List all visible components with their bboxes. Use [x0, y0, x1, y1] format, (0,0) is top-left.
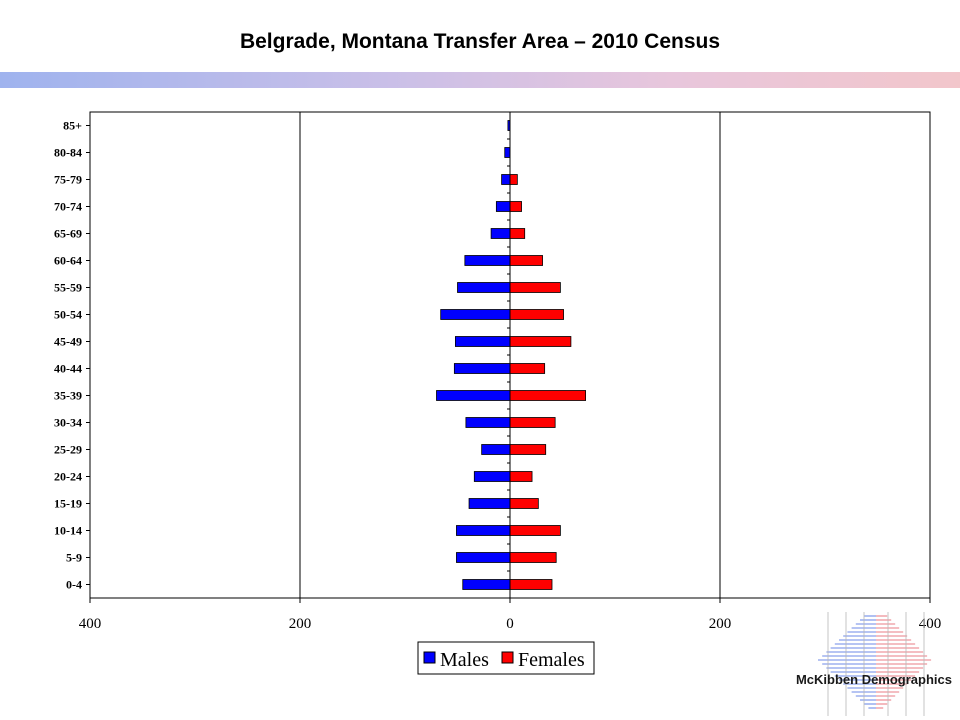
- bar-males-20-24: [473, 471, 511, 482]
- age-label-80-84: 80-84: [54, 146, 82, 160]
- bar-females-0-4: [509, 579, 553, 590]
- center-axis: [86, 111, 511, 599]
- bar-males-25-29: [481, 444, 511, 455]
- bar-males-30-34: [465, 417, 511, 428]
- bar-males-80-84: [504, 147, 511, 158]
- age-label-0-4: 0-4: [66, 578, 82, 592]
- bar-females-10-14: [509, 525, 561, 536]
- legend: Males Females: [417, 641, 595, 675]
- bar-males-75-79: [501, 174, 511, 185]
- bar-females-70-74: [509, 201, 522, 212]
- x-tick-label-2: 0: [506, 616, 514, 632]
- age-label-50-54: 50-54: [54, 308, 82, 322]
- bar-females-30-34: [509, 417, 556, 428]
- bar-females-5-9: [509, 552, 557, 563]
- legend-swatch-males: [423, 651, 436, 664]
- bar-males-10-14: [456, 525, 511, 536]
- age-label-75-79: 75-79: [54, 173, 82, 187]
- age-label-5-9: 5-9: [66, 551, 82, 565]
- page-title: Belgrade, Montana Transfer Area – 2010 C…: [239, 30, 721, 53]
- bar-females-40-44: [509, 363, 546, 374]
- bar-females-35-39: [509, 390, 586, 401]
- age-label-45-49: 45-49: [54, 335, 82, 349]
- x-tick-label-3: 200: [709, 616, 732, 632]
- age-label-65-69: 65-69: [54, 227, 82, 241]
- header-gradient-band: [0, 72, 960, 88]
- bar-males-15-19: [468, 498, 511, 509]
- legend-label-males: Males: [440, 649, 489, 671]
- x-tick-label-1: 200: [289, 616, 312, 632]
- age-label-25-29: 25-29: [54, 443, 82, 457]
- bar-females-50-54: [509, 309, 564, 320]
- bar-females-20-24: [509, 471, 533, 482]
- age-label-70-74: 70-74: [54, 200, 82, 214]
- bar-males-0-4: [462, 579, 511, 590]
- age-group-labels: 0-4 5-9 10-14 15-19 20-24 25-29 30-34 35-39 40-4…: [54, 119, 82, 592]
- brand-label: McKibben Demographics: [795, 672, 952, 687]
- bar-females-45-49: [509, 336, 572, 347]
- age-label-40-44: 40-44: [54, 362, 82, 376]
- age-label-15-19: 15-19: [54, 497, 82, 511]
- legend-swatch-females: [501, 651, 514, 664]
- age-label-35-39: 35-39: [54, 389, 82, 403]
- bar-females-25-29: [509, 444, 547, 455]
- age-label-85+: 85+: [63, 119, 82, 133]
- bar-females-15-19: [509, 498, 539, 509]
- bar-males-65-69: [490, 228, 511, 239]
- bar-males-60-64: [464, 255, 511, 266]
- bar-females-75-79: [509, 174, 518, 185]
- bar-males-55-59: [457, 282, 511, 293]
- x-tick-label-0: 400: [79, 616, 102, 632]
- legend-label-females: Females: [518, 649, 585, 671]
- bar-males-70-74: [495, 201, 511, 212]
- age-label-10-14: 10-14: [54, 524, 82, 538]
- bar-males-50-54: [440, 309, 511, 320]
- age-label-55-59: 55-59: [54, 281, 82, 295]
- age-label-20-24: 20-24: [54, 470, 82, 484]
- bars: [436, 120, 586, 590]
- grid-lines: [299, 112, 721, 598]
- mckibben-pyramid-logo: [818, 612, 932, 716]
- bar-males-45-49: [454, 336, 511, 347]
- bar-males-5-9: [456, 552, 511, 563]
- bar-males-40-44: [453, 363, 511, 374]
- bar-females-55-59: [509, 282, 561, 293]
- age-label-30-34: 30-34: [54, 416, 82, 430]
- bar-males-35-39: [436, 390, 511, 401]
- age-label-60-64: 60-64: [54, 254, 82, 268]
- bar-females-65-69: [509, 228, 526, 239]
- bar-females-60-64: [509, 255, 543, 266]
